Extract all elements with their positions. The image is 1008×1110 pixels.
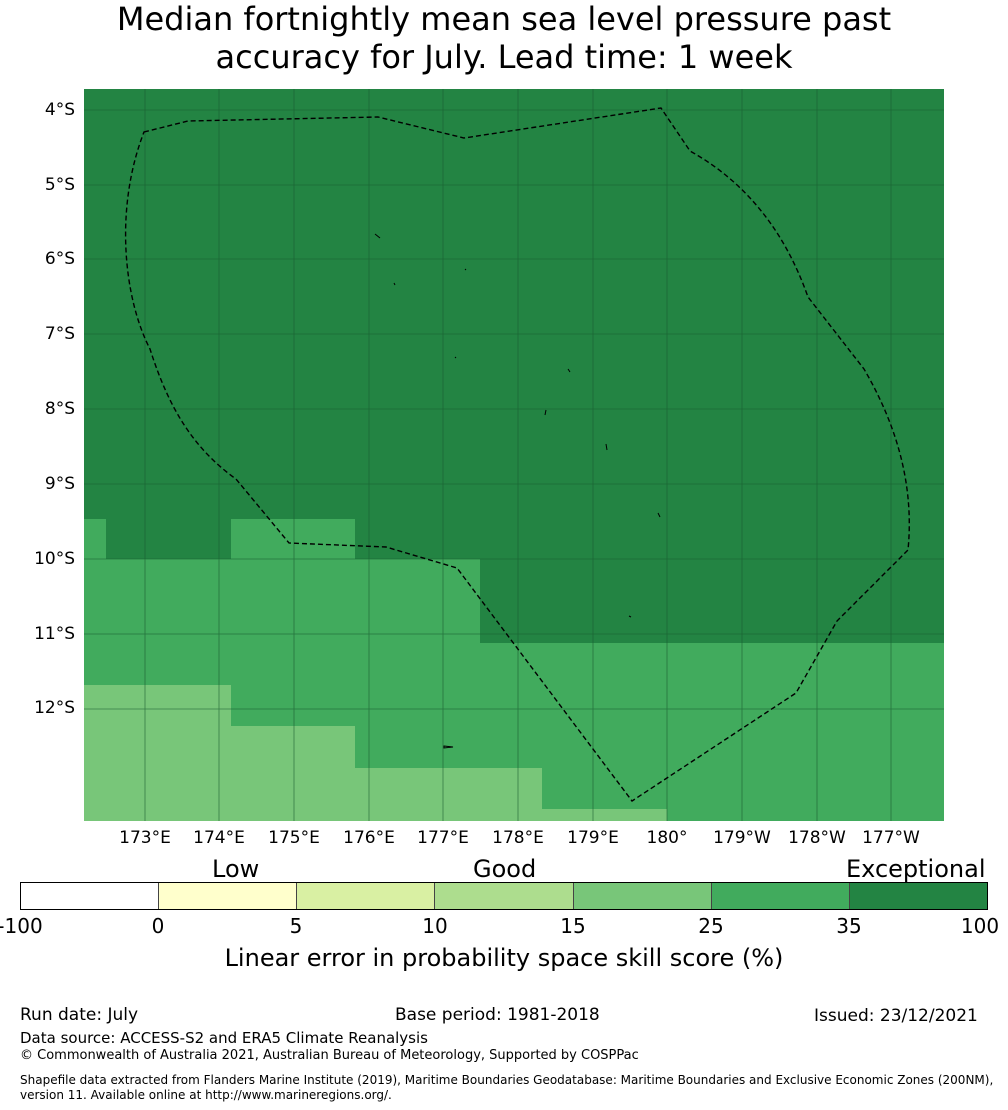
map-title: Median fortnightly mean sea level pressu… [0,0,1008,76]
lat-label-9s: 9°S [44,474,75,494]
skill-score-map [84,89,944,821]
lon-label-179e: 179°E [567,828,619,848]
colorbar-segment [849,883,987,909]
lon-label-174e: 174°E [193,828,245,848]
gridlines [84,89,944,821]
colorbar-title: Linear error in probability space skill … [224,944,784,972]
colorbar-segment [297,883,436,909]
lon-label-178w: 178°W [788,828,846,848]
colorbar-segment [573,883,712,909]
base-period: Base period: 1981-2018 [395,1005,600,1025]
lon-label-175e: 175°E [268,828,320,848]
shapefile-credit-2: version 11. Available online at http://w… [20,1088,392,1102]
lat-label-6s: 6°S [44,249,75,269]
colorbar-segment [711,883,850,909]
category-exceptional: Exceptional [846,855,986,883]
lon-label-173e: 173°E [119,828,171,848]
lat-label-12s: 12°S [34,698,75,718]
lon-label-177w: 177°W [862,828,920,848]
category-low: Low [212,855,260,883]
colorbar-tick: 15 [560,914,586,938]
colorbar-segment [435,883,574,909]
colorbar-segment [21,883,160,909]
colorbar-tick: 100 [960,914,1000,938]
colorbar-tick: 25 [698,914,724,938]
data-source: Data source: ACCESS-S2 and ERA5 Climate … [20,1029,428,1047]
colorbar [20,882,988,910]
lat-label-5s: 5°S [44,175,75,195]
lon-label-176e: 176°E [343,828,395,848]
lat-label-11s: 11°S [34,624,75,644]
title-line-1: Median fortnightly mean sea level pressu… [116,0,892,38]
lon-label-179w: 179°W [713,828,771,848]
colorbar-tick: 35 [836,914,862,938]
category-good: Good [473,855,537,883]
copyright: © Commonwealth of Australia 2021, Austra… [20,1048,639,1063]
colorbar-tick: -100 [0,914,43,938]
lat-label-4s: 4°S [44,100,75,120]
title-line-2: accuracy for July. Lead time: 1 week [215,38,793,76]
islands [374,233,661,749]
run-date: Run date: July [20,1005,139,1025]
colorbar-segment [159,883,298,909]
lat-label-7s: 7°S [44,324,75,344]
shapefile-credit-1: Shapefile data extracted from Flanders M… [20,1073,994,1087]
eez-boundary [124,107,910,802]
issued-date: Issued: 23/12/2021 [814,1006,978,1026]
lat-label-10s: 10°S [34,549,75,569]
lat-label-8s: 8°S [44,399,75,419]
lon-label-178e: 178°E [492,828,544,848]
colorbar-tick: 0 [151,914,165,938]
lon-label-180: 180° [646,828,688,848]
colorbar-tick: 5 [289,914,303,938]
colorbar-tick: 10 [422,914,448,938]
lon-label-177e: 177°E [417,828,469,848]
region-good [84,685,667,821]
